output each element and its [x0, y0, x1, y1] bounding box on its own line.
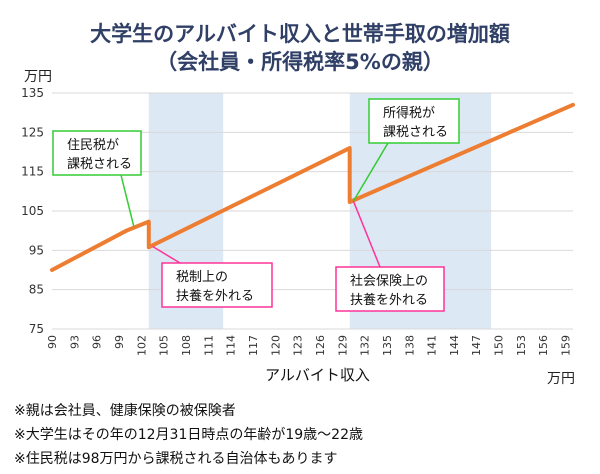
x-tick-label: 117	[247, 335, 260, 356]
series-line-0	[50, 102, 575, 272]
callout-box-1	[161, 262, 273, 308]
callout-text: 扶養を外れる	[350, 292, 428, 308]
callout-text: 所得税が	[383, 105, 435, 121]
callout-pointer-3	[352, 200, 381, 268]
x-tick-label: 96	[91, 335, 104, 349]
chart-subtitle: （会社員・所得税率5%の親）	[156, 50, 444, 74]
series-point-6	[571, 103, 575, 107]
callout-pointer-2	[352, 142, 389, 202]
x-axis-unit: 万円	[547, 371, 575, 387]
x-tick-label: 159	[560, 335, 573, 356]
callout-text: 課税される	[383, 124, 448, 140]
x-tick-label: 126	[314, 335, 327, 356]
series-point-5	[348, 200, 352, 204]
x-axis-label: アルバイト収入	[265, 366, 370, 384]
x-tick-label: 111	[202, 335, 215, 356]
callout-pointer-0	[120, 174, 135, 227]
x-tick-label: 141	[426, 335, 439, 356]
series-point-1	[124, 229, 128, 233]
chart-title: 大学生のアルバイト収入と世帯手取の増加額	[90, 22, 510, 46]
y-axis-unit: 万円	[24, 69, 52, 85]
footnote-age: ※大学生はその年の12月31日時点の年齢が19歳〜22歳	[14, 427, 363, 443]
callout-text: 社会保険上の	[350, 273, 428, 289]
y-tick-label: 125	[21, 125, 44, 139]
callout-box-3	[335, 266, 445, 312]
series-point-0	[50, 268, 54, 272]
chart-canvas: 75 85 95 105 115 125 135 90 93 96 99 102 105 108 111 1…	[21, 86, 575, 356]
y-tick-label: 115	[21, 165, 44, 179]
x-tick-label: 144	[448, 335, 461, 356]
series-point-4	[348, 146, 352, 150]
x-tick-label: 156	[537, 335, 550, 356]
footnote-resident-tax: ※住民税は98万円から課税される自治体もあります	[14, 451, 338, 467]
x-tick-label: 132	[359, 335, 372, 356]
callout-pointer-1	[152, 245, 181, 264]
x-tick-label: 114	[225, 335, 238, 356]
y-tick-label: 85	[29, 283, 44, 297]
x-tick-label: 108	[180, 335, 193, 356]
callout-text: 扶養を外れる	[176, 288, 254, 304]
x-tick-label: 90	[46, 335, 59, 349]
x-tick-label: 147	[470, 335, 483, 356]
x-tick-label: 102	[135, 335, 148, 356]
y-tick-label: 75	[29, 322, 44, 336]
x-tick-label: 138	[403, 335, 416, 356]
x-tick-label: 120	[269, 335, 282, 356]
y-tick-label: 135	[21, 86, 44, 100]
callout-box-2	[368, 98, 460, 144]
callout-box-0	[52, 130, 142, 176]
x-tick-label: 123	[292, 335, 305, 356]
x-tick-label: 129	[336, 335, 349, 356]
callout-text: 税制上の	[176, 270, 228, 285]
footnote-insured: ※親は会社員、健康保険の被保険者	[14, 403, 236, 419]
x-tick-label: 150	[493, 335, 506, 356]
callout-text: 住民税が	[67, 138, 119, 153]
y-tick-label: 95	[29, 243, 44, 257]
x-tick-label: 135	[381, 335, 394, 356]
series-point-2	[147, 220, 151, 224]
series-point-3	[147, 245, 151, 249]
x-tick-label: 153	[515, 335, 528, 356]
y-tick-label: 105	[21, 204, 44, 218]
x-tick-label: 105	[158, 335, 171, 356]
callout-text: 課税される	[67, 156, 132, 172]
x-tick-label: 93	[68, 335, 81, 349]
x-tick-label: 99	[113, 335, 126, 349]
